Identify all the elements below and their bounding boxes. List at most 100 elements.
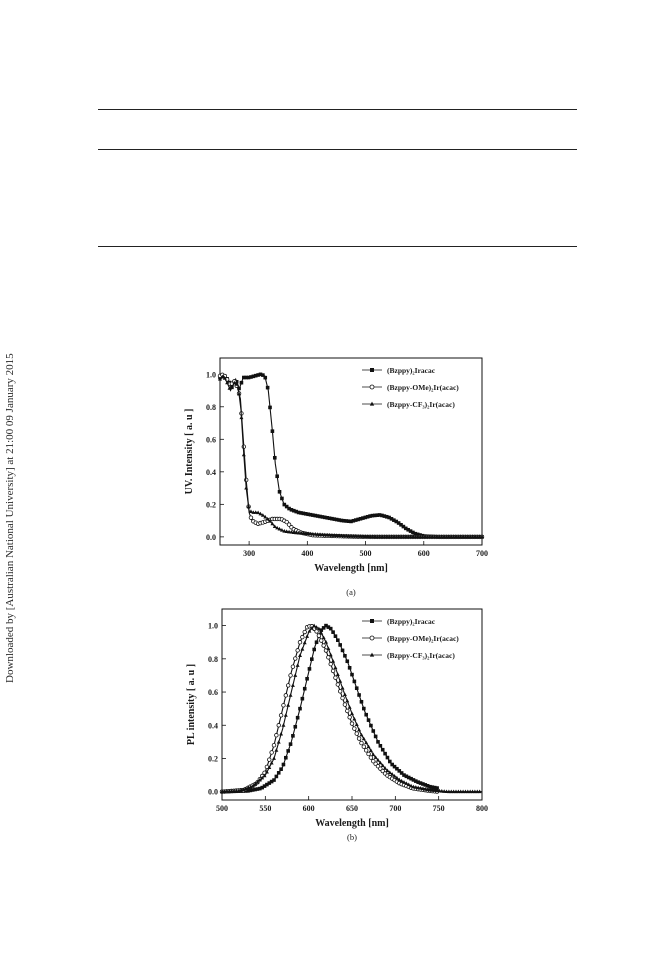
data-point [423, 786, 428, 791]
data-point [307, 667, 312, 671]
y-tick-label: 1.0 [206, 370, 216, 379]
legend-label: (Bzppy-CF₃)₂Ir(acac) [387, 400, 455, 409]
data-point [298, 653, 302, 657]
data-point [404, 774, 409, 779]
data-point [270, 521, 275, 526]
data-point [276, 771, 281, 775]
data-point [286, 522, 292, 527]
data-point [321, 643, 326, 648]
data-point [369, 723, 373, 728]
x-tick-label: 800 [476, 804, 488, 813]
data-point [290, 683, 295, 687]
data-point [246, 789, 250, 793]
data-point [428, 784, 432, 789]
data-point [368, 748, 373, 753]
data-point [253, 787, 257, 792]
data-point [275, 474, 279, 479]
data-point [272, 524, 277, 528]
data-point [286, 703, 291, 707]
data-point [284, 504, 289, 509]
data-point [368, 755, 374, 760]
y-tick-label: 0.8 [206, 403, 216, 412]
data-point [335, 682, 341, 687]
data-point [285, 683, 291, 688]
data-series-1 [220, 623, 439, 794]
data-point [276, 740, 281, 744]
data-point [409, 776, 413, 781]
data-point [368, 514, 372, 518]
data-point [310, 531, 315, 536]
data-point [328, 652, 333, 657]
data-point [242, 375, 246, 380]
data-point [306, 531, 311, 536]
data-point [340, 685, 345, 690]
data-point [294, 509, 299, 514]
data-point [323, 515, 327, 520]
data-point [234, 382, 239, 386]
legend-marker [370, 368, 374, 372]
data-point [237, 391, 242, 396]
data-point [278, 713, 284, 718]
data-point [333, 675, 338, 680]
data-point [389, 517, 394, 521]
data-point [377, 513, 382, 517]
data-point [274, 733, 279, 738]
data-point [268, 519, 272, 523]
data-point [378, 743, 383, 748]
data-point [344, 519, 349, 523]
data-point [428, 787, 432, 792]
data-point [316, 626, 321, 631]
data-point [260, 785, 264, 790]
data-point [258, 372, 263, 377]
x-tick-label: 700 [476, 549, 488, 558]
data-point [314, 629, 319, 634]
data-point [380, 513, 384, 518]
data-point [274, 774, 279, 779]
data-point [321, 635, 326, 640]
legend-marker [369, 384, 375, 390]
uv-absorption-chart: 300 400 500 600 700 0.0 0.2 0.4 0.6 0.8 1.0 Wavelen… [184, 357, 488, 597]
data-point [359, 732, 364, 737]
data-point [324, 623, 328, 628]
data-point [418, 786, 423, 790]
data-point [289, 530, 294, 534]
data-point [362, 706, 366, 711]
data-point [312, 623, 317, 628]
y-tick-label: 0.0 [206, 533, 216, 542]
data-point [288, 742, 293, 746]
data-point [293, 656, 298, 661]
data-point [335, 672, 340, 676]
data-point [293, 724, 298, 729]
data-point [265, 385, 270, 390]
data-point [330, 516, 334, 521]
data-point [342, 702, 348, 707]
data-point [333, 665, 338, 670]
table-header-rule [98, 149, 577, 150]
data-point [300, 647, 305, 651]
data-point [361, 516, 365, 520]
data-point [292, 508, 296, 513]
data-point [264, 769, 269, 774]
data-point [280, 496, 284, 501]
data-point [310, 657, 314, 661]
data-point [239, 380, 244, 385]
data-point [337, 689, 343, 694]
panel-caption: (a) [346, 587, 356, 597]
data-point [397, 769, 402, 773]
data-point [432, 788, 437, 792]
legend-marker [369, 652, 375, 657]
data-point [291, 530, 296, 534]
data-point [399, 771, 404, 775]
data-point [269, 750, 274, 755]
data-point [357, 693, 361, 697]
data-point [315, 532, 320, 536]
data-point [232, 380, 237, 385]
data-point [331, 630, 335, 634]
data-point [439, 789, 444, 793]
data-point [406, 527, 410, 532]
data-point [390, 772, 395, 776]
data-point [281, 703, 286, 708]
data-point [388, 759, 392, 764]
y-tick-label: 0.2 [208, 754, 218, 763]
data-point [258, 786, 262, 791]
